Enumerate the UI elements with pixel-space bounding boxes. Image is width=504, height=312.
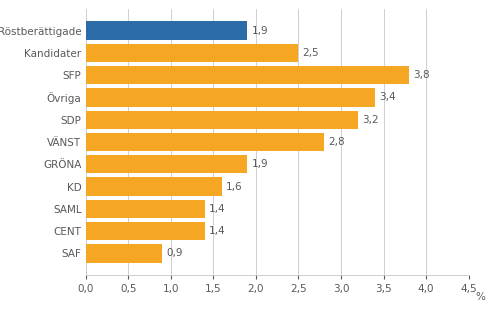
Bar [86, 244, 162, 262]
Text: 3,8: 3,8 [413, 70, 430, 80]
Text: 0,9: 0,9 [166, 248, 183, 258]
Text: 3,2: 3,2 [362, 115, 379, 125]
Text: 1,6: 1,6 [226, 182, 243, 192]
Bar [86, 133, 324, 151]
Bar [86, 66, 409, 84]
Bar [86, 200, 205, 218]
Bar [86, 222, 205, 240]
Bar [86, 44, 298, 62]
Bar [86, 178, 222, 196]
Text: 2,8: 2,8 [328, 137, 345, 147]
Text: 1,4: 1,4 [209, 204, 226, 214]
Text: %: % [476, 291, 485, 302]
Bar [86, 155, 247, 173]
Text: 3,4: 3,4 [380, 92, 396, 102]
Bar [86, 110, 358, 129]
Text: 2,5: 2,5 [303, 48, 320, 58]
Text: 1,9: 1,9 [251, 26, 268, 36]
Text: 1,4: 1,4 [209, 226, 226, 236]
Text: 1,9: 1,9 [251, 159, 268, 169]
Bar [86, 88, 375, 106]
Bar [86, 22, 247, 40]
